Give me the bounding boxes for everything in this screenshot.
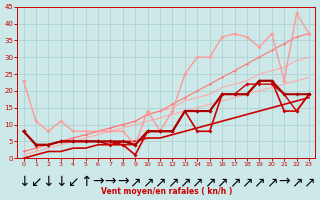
X-axis label: Vent moyen/en rafales ( kn/h ): Vent moyen/en rafales ( kn/h ) [100, 187, 232, 196]
